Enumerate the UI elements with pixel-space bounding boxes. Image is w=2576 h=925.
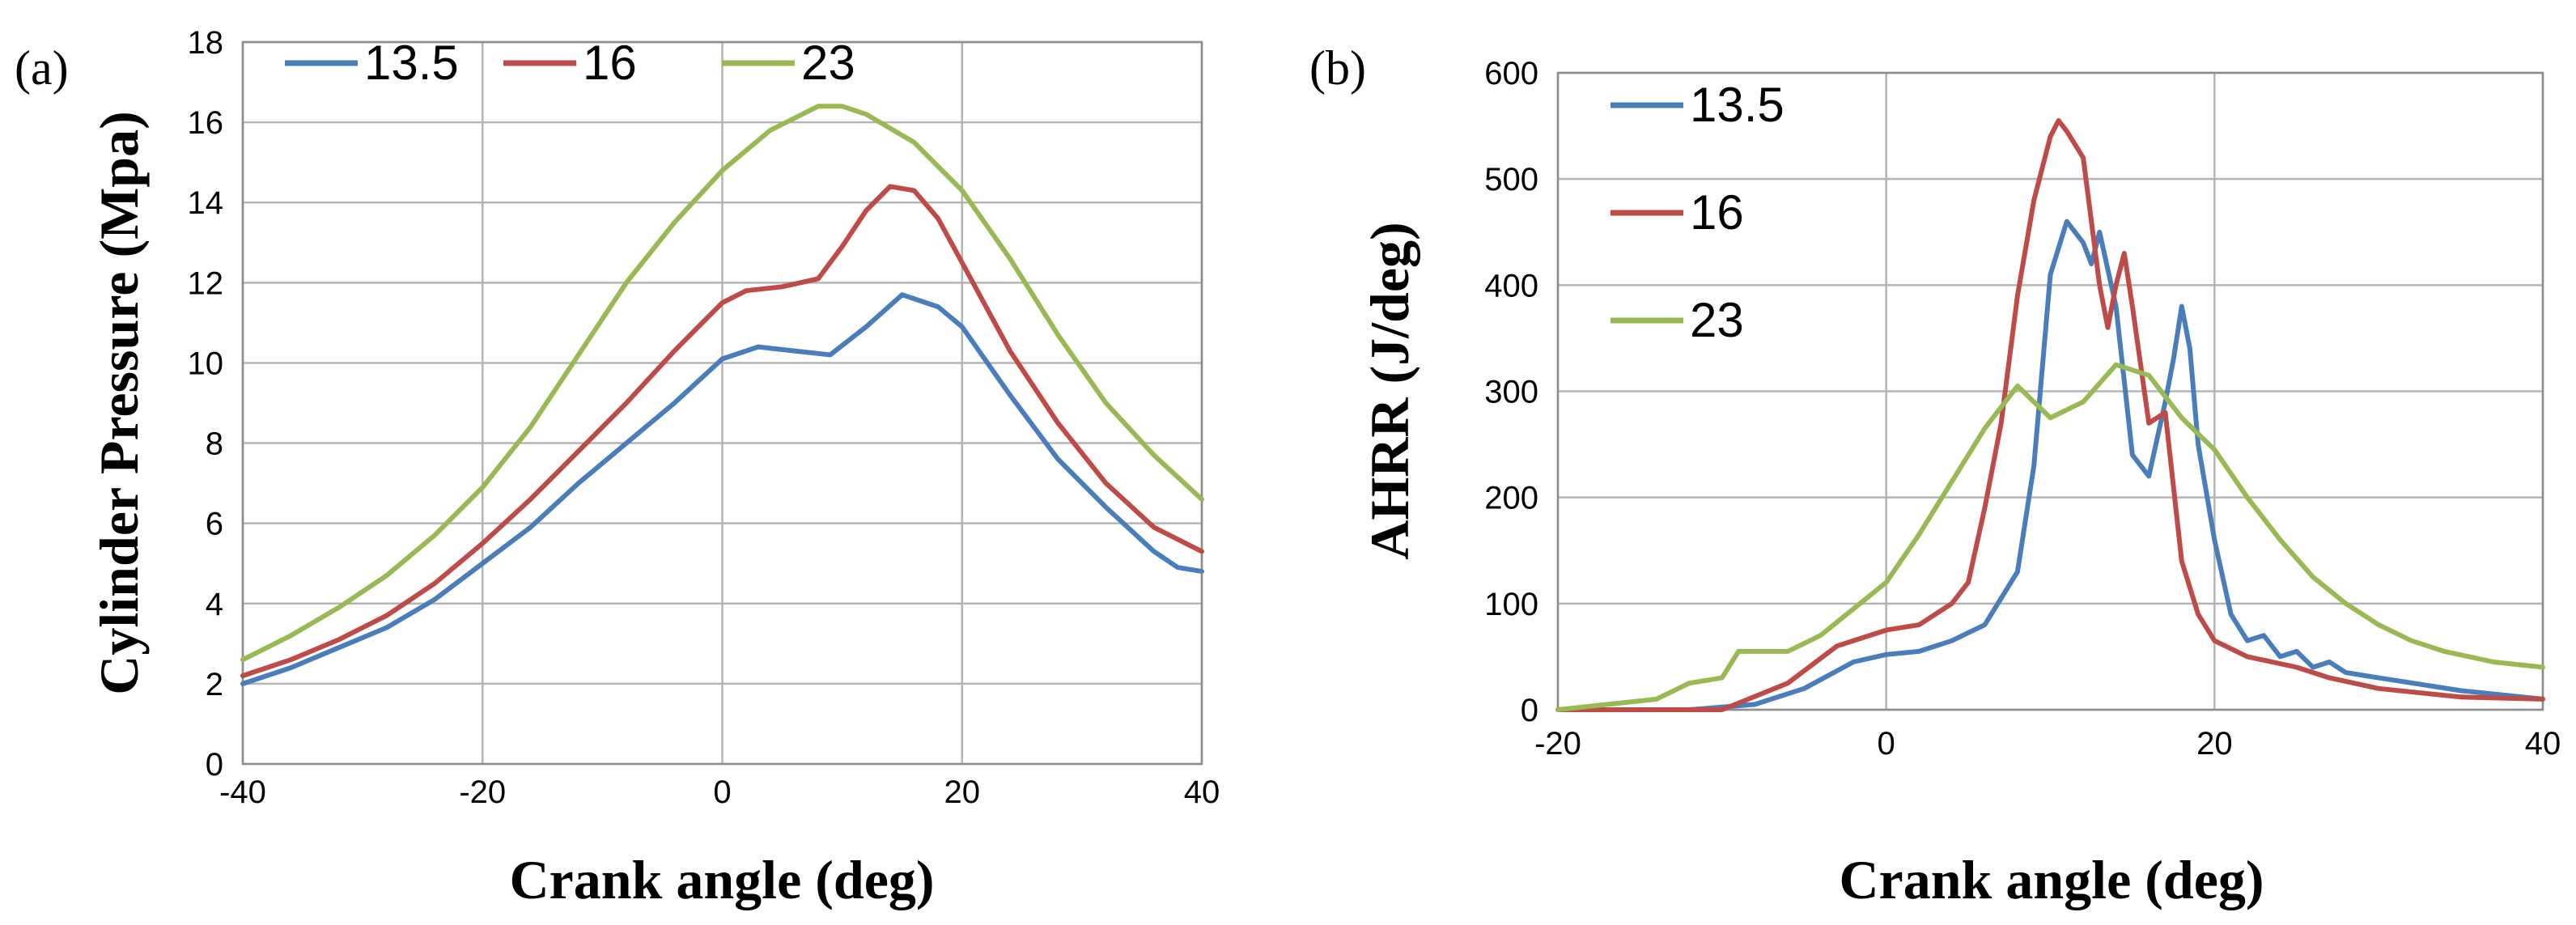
y-tick-label: 10 (188, 346, 224, 381)
legend-label-13.5: 13.5 (1690, 78, 1785, 132)
plot-area-border (241, 40, 1203, 766)
y-tick-label: 500 (1484, 162, 1538, 197)
plot-area-border (1556, 71, 2544, 711)
y-tick-label: 16 (188, 105, 224, 141)
x-tick-label: 20 (2196, 726, 2233, 762)
y-tick-label: 8 (206, 426, 223, 462)
legend-label-16: 16 (583, 36, 637, 90)
legend-label-13.5: 13.5 (364, 36, 459, 90)
y-axis-title: AHRR (J/deg) (1359, 222, 1420, 559)
x-axis-title: Crank angle (deg) (1839, 849, 2264, 910)
legend-label-23: 23 (1690, 293, 1744, 347)
x-axis-title: Crank angle (deg) (509, 849, 934, 910)
series-line-16 (240, 184, 1204, 678)
y-tick-label: 18 (188, 25, 224, 61)
series-line-13.5 (240, 292, 1204, 686)
y-tick-label: 200 (1484, 481, 1538, 516)
x-tick-label: 40 (2525, 726, 2561, 762)
y-tick-label: 600 (1484, 56, 1538, 91)
x-tick-label: -20 (459, 774, 506, 810)
y-tick-label: 300 (1484, 375, 1538, 410)
y-tick-label: 6 (206, 507, 223, 542)
x-tick-label: 20 (944, 774, 981, 810)
legend-label-16: 16 (1690, 185, 1744, 240)
series-line-23 (240, 104, 1204, 663)
y-tick-label: 4 (206, 587, 223, 622)
x-tick-label: -20 (1534, 726, 1581, 762)
series-line-23 (1555, 362, 2545, 712)
series-line-16 (1555, 118, 2545, 712)
y-tick-label: 0 (206, 747, 223, 783)
legend-label-23: 23 (801, 36, 855, 90)
y-tick-label: 100 (1484, 587, 1538, 622)
series-line-13.5 (1555, 219, 2545, 712)
x-tick-label: -40 (219, 774, 266, 810)
y-tick-label: 14 (188, 185, 224, 221)
y-tick-label: 12 (188, 265, 224, 301)
x-tick-label: 0 (1878, 726, 1895, 762)
panel-label: (a) (15, 41, 69, 95)
y-tick-label: 0 (1521, 693, 1538, 728)
x-tick-label: 40 (1184, 774, 1220, 810)
y-tick-label: 2 (206, 667, 223, 702)
panel-label: (b) (1309, 41, 1366, 95)
y-tick-label: 400 (1484, 268, 1538, 303)
y-axis-title: Cylinder Pressure (Mpa) (88, 111, 150, 695)
chart-panel-a: 0 2 4 6 8 10 12 14 16 18 -40 -20 0 20 40 Crank angle (d… (15, 25, 1220, 910)
x-tick-label: 0 (713, 774, 731, 810)
